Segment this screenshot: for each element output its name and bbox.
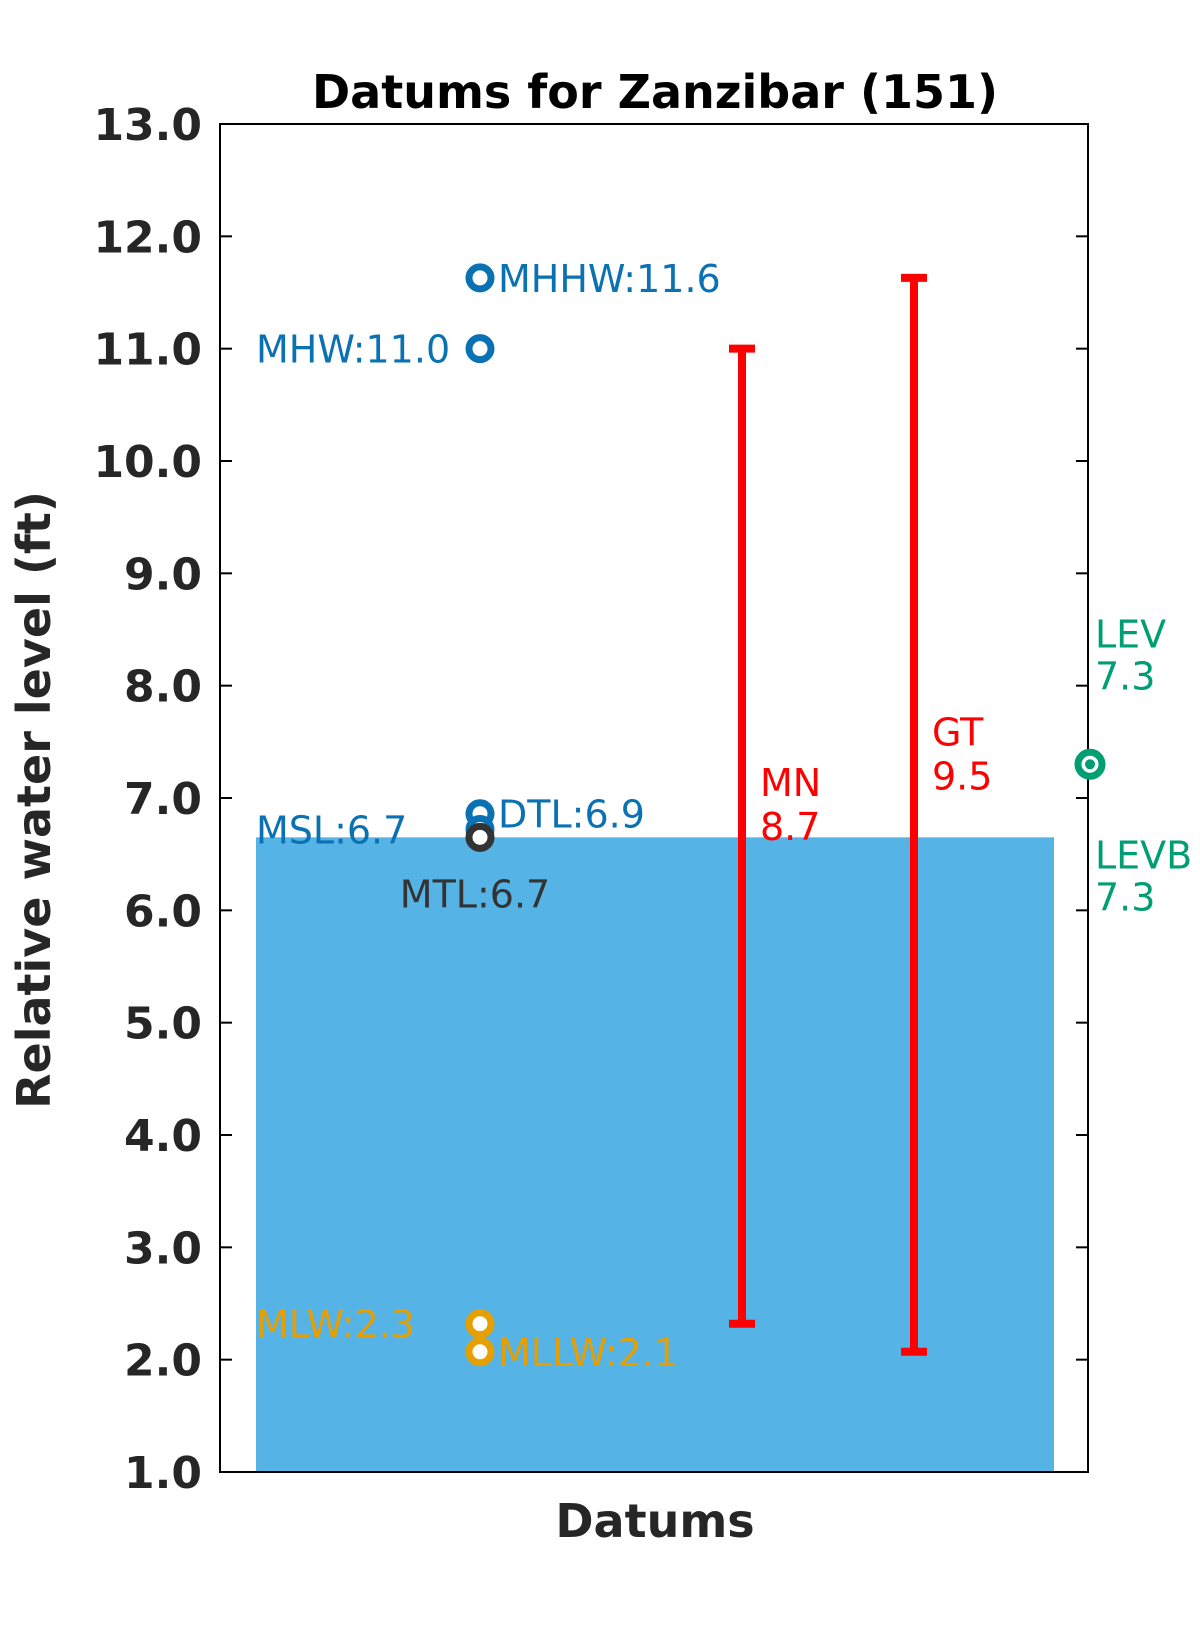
datum-label-mllw: MLLW:2.1 [498,1331,678,1375]
y-tick-label: 3.0 [124,1223,202,1274]
datum-label-mlw: MLW:2.3 [256,1303,415,1347]
datum-label-mtl: MTL:6.7 [400,872,550,916]
y-axis-label: Relative water level (ft) [7,491,61,1109]
level-name-lev: LEV [1095,612,1166,656]
datum-label-mhhw: MHHW:11.6 [498,257,721,301]
y-axis-ticks: 1.0 2.0 3.0 4.0 5.0 6.0 7.0 8.0 9.0 10.0 11.0 12.0 1… [93,100,1088,1499]
y-tick-label: 8.0 [124,662,202,713]
level-value-lev: 7.3 [1095,654,1155,698]
level-name-levb: LEVB [1095,833,1192,877]
datum-label-mhw: MHW:11.0 [256,328,450,372]
range-name-mn: MN [760,761,821,805]
datum-points: MHHW:11.6 MHW:11.0 DTL:6.9 MSL:6.7 MTL:6.7 ML… [256,257,721,1375]
datum-label-msl: MSL:6.7 [256,808,407,852]
y-tick-label: 10.0 [93,437,202,488]
y-tick-label: 1.0 [124,1448,202,1499]
level-marker-levb [1085,759,1095,770]
x-axis-label: Datums [555,1494,754,1548]
y-tick-label: 2.0 [124,1336,202,1387]
datum-marker-mhhw [465,263,495,293]
datum-marker-mtl [465,822,495,852]
datum-marker-mllw [465,1337,495,1367]
tidal-ranges: MN8.7 GT9.5 [729,273,992,1356]
y-tick-label: 4.0 [124,1111,202,1162]
range-name-gt: GT [932,710,984,754]
y-tick-label: 6.0 [124,886,202,937]
range-value-gt: 9.5 [932,754,992,798]
chart-title: Datums for Zanzibar (151) [312,65,998,119]
datum-marker-mlw [465,1309,495,1339]
y-tick-label: 13.0 [93,100,202,151]
datum-marker-mhw [465,334,495,364]
y-tick-label: 11.0 [93,325,202,376]
y-tick-label: 7.0 [124,774,202,825]
y-tick-label: 5.0 [124,999,202,1050]
y-tick-label: 9.0 [124,549,202,600]
range-value-mn: 8.7 [760,805,820,849]
y-tick-label: 12.0 [93,212,202,263]
level-value-levb: 7.3 [1095,875,1155,919]
water-level-fill [256,837,1054,1472]
datum-label-dtl: DTL:6.9 [498,793,645,837]
